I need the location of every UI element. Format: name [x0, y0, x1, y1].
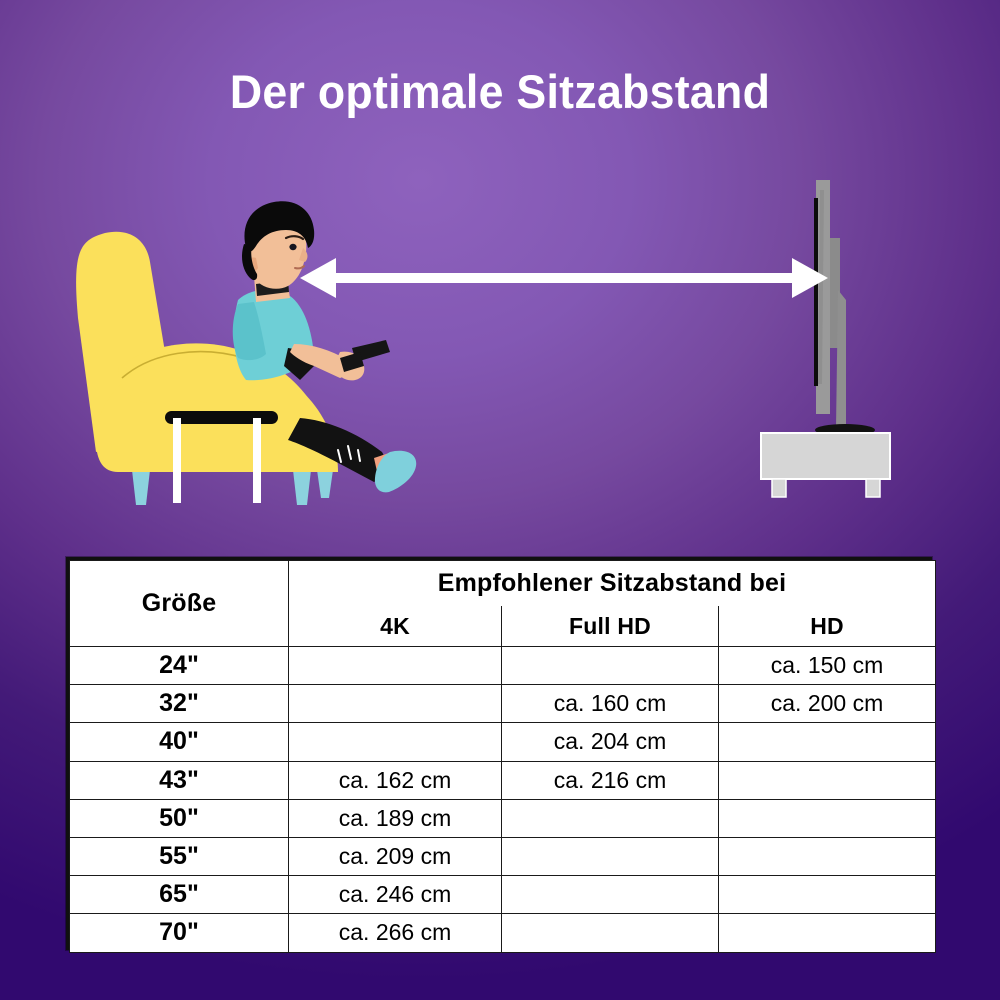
distance-arrow — [300, 258, 828, 298]
cell-4k: ca. 209 cm — [288, 836, 502, 877]
tv-rear-bulge — [830, 238, 840, 348]
tv-cabinet — [760, 432, 891, 480]
remote-control-grip — [340, 352, 364, 372]
chair-leg-front — [317, 470, 333, 498]
cell-hd — [717, 760, 937, 800]
cell-hd: ca. 150 cm — [717, 645, 937, 686]
stool-leg-left — [173, 418, 181, 503]
table-head: Größe Empfohlener Sitzabstand bei 4K Ful… — [69, 560, 937, 647]
cell-size: 24" — [69, 645, 289, 686]
cell-hd — [717, 836, 937, 877]
cell-hd — [717, 913, 937, 953]
cell-fullhd: ca. 160 cm — [501, 684, 719, 724]
cell-4k — [288, 684, 502, 724]
distance-arrow-head-right — [792, 258, 828, 298]
seating-distance-table: Größe Empfohlener Sitzabstand bei 4K Ful… — [66, 557, 937, 953]
cell-4k: ca. 162 cm — [288, 760, 502, 800]
illustration-scene — [76, 180, 891, 505]
cell-hd — [717, 875, 937, 915]
tv-screen-edge — [814, 198, 818, 386]
cell-4k: ca. 189 cm — [288, 798, 502, 838]
table-row: 43" ca. 162 cm ca. 216 cm — [69, 760, 937, 800]
table: Größe Empfohlener Sitzabstand bei 4K Ful… — [69, 560, 937, 953]
col-header-hd: HD — [717, 606, 937, 647]
table-body: 24" ca. 150 cm 32" ca. 160 cm ca. 200 cm… — [69, 645, 937, 953]
chair-armrest — [118, 343, 312, 404]
chair-crease — [121, 350, 245, 379]
cell-4k — [288, 645, 502, 686]
cell-size: 40" — [69, 722, 289, 762]
table-head-row-group: Größe Empfohlener Sitzabstand bei — [69, 560, 937, 647]
cell-fullhd — [501, 875, 719, 915]
tv-panel-inner — [818, 190, 824, 384]
table-head-row-columns: 4K Full HD HD — [70, 606, 937, 647]
page-title: Der optimale Sitzabstand — [229, 65, 771, 118]
cell-hd — [717, 722, 937, 762]
television-illustration — [760, 180, 891, 498]
cell-hd — [717, 798, 937, 838]
col-header-group: Empfohlener Sitzabstand bei — [287, 560, 937, 606]
cell-size: 70" — [69, 913, 289, 953]
cell-size: 43" — [69, 760, 289, 800]
person-illustration — [232, 201, 417, 493]
person-leg — [288, 418, 392, 482]
person-nose — [299, 248, 308, 262]
table-row: 70" ca. 266 cm — [69, 913, 937, 953]
cell-fullhd — [501, 836, 719, 877]
table-row: 32" ca. 160 cm ca. 200 cm — [69, 684, 937, 724]
cell-4k — [288, 722, 502, 762]
chair-leg-mid — [293, 470, 311, 505]
chair-leg-back — [132, 470, 150, 505]
person-shoe — [374, 450, 417, 493]
cell-fullhd — [501, 645, 719, 686]
col-header-size: Größe — [69, 560, 289, 647]
table-row: 24" ca. 150 cm — [69, 645, 937, 686]
col-header-fullhd: Full HD — [501, 606, 719, 647]
cell-size: 32" — [69, 684, 289, 724]
cell-hd: ca. 200 cm — [717, 684, 937, 724]
pants-stitching — [337, 445, 361, 463]
cell-4k: ca. 266 cm — [288, 913, 502, 953]
cell-size: 65" — [69, 875, 289, 915]
person-mouth — [294, 265, 305, 270]
person-sleeve — [232, 302, 266, 361]
cell-4k: ca. 246 cm — [288, 875, 502, 915]
cell-size: 55" — [69, 836, 289, 877]
table-row: 40" ca. 204 cm — [69, 722, 937, 762]
tv-cabinet-foot-right — [865, 478, 881, 498]
stool-leg-right — [253, 418, 261, 503]
remote-control — [352, 340, 390, 362]
table-row: 55" ca. 209 cm — [69, 836, 937, 877]
tv-stand-neck — [836, 290, 846, 428]
table-row: 65" ca. 246 cm — [69, 875, 937, 915]
person-eyebrow — [284, 235, 305, 241]
distance-arrow-head-left — [300, 258, 336, 298]
table-row: 50" ca. 189 cm — [69, 798, 937, 838]
cell-fullhd: ca. 216 cm — [501, 760, 719, 800]
cell-size: 50" — [69, 798, 289, 838]
distance-arrow-shaft — [318, 273, 810, 283]
person-eye — [289, 243, 297, 251]
cell-fullhd: ca. 204 cm — [501, 722, 719, 762]
stool-illustration — [165, 411, 278, 503]
stool-top-bar — [165, 411, 278, 424]
tv-cabinet-foot-left — [771, 478, 787, 498]
person-sideburn — [242, 244, 258, 281]
col-header-4k: 4K — [288, 606, 502, 647]
person-hair — [244, 201, 315, 252]
cell-fullhd — [501, 913, 719, 953]
cell-fullhd — [501, 798, 719, 838]
